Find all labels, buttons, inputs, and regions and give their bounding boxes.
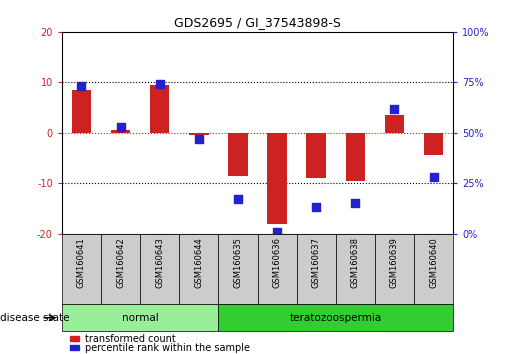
Text: GSM160640: GSM160640 <box>429 237 438 288</box>
Bar <box>375 234 414 304</box>
Bar <box>306 133 326 178</box>
Bar <box>258 234 297 304</box>
Bar <box>189 133 209 135</box>
Text: GSM160638: GSM160638 <box>351 237 360 288</box>
Text: GSM160641: GSM160641 <box>77 237 86 288</box>
Bar <box>111 130 130 133</box>
Text: percentile rank within the sample: percentile rank within the sample <box>85 343 250 353</box>
Bar <box>228 133 248 176</box>
Point <box>195 136 203 142</box>
Text: GSM160637: GSM160637 <box>312 237 321 288</box>
Text: GSM160644: GSM160644 <box>194 237 203 288</box>
Text: normal: normal <box>122 313 159 323</box>
Point <box>116 124 125 130</box>
Bar <box>336 234 375 304</box>
Point <box>351 200 359 206</box>
Bar <box>218 304 453 331</box>
Title: GDS2695 / GI_37543898-S: GDS2695 / GI_37543898-S <box>174 16 341 29</box>
Bar <box>267 133 287 224</box>
Text: disease state: disease state <box>0 313 70 323</box>
Bar <box>62 304 218 331</box>
Text: GSM160635: GSM160635 <box>233 237 243 288</box>
Bar <box>70 336 79 341</box>
Point <box>77 84 85 89</box>
Point <box>156 81 164 87</box>
Bar <box>62 234 101 304</box>
Point <box>312 205 320 210</box>
Bar <box>70 345 79 350</box>
Bar <box>346 133 365 181</box>
Bar <box>179 234 218 304</box>
Text: transformed count: transformed count <box>85 334 176 344</box>
Bar <box>218 234 258 304</box>
Point <box>234 196 242 202</box>
Point <box>273 229 281 234</box>
Text: GSM160643: GSM160643 <box>155 237 164 288</box>
Point <box>390 106 399 112</box>
Bar <box>150 85 169 133</box>
Text: GSM160639: GSM160639 <box>390 237 399 288</box>
Bar <box>424 133 443 155</box>
Bar <box>385 115 404 133</box>
Bar <box>297 234 336 304</box>
Text: GSM160642: GSM160642 <box>116 237 125 288</box>
Point <box>430 174 438 180</box>
Bar <box>101 234 140 304</box>
Text: GSM160636: GSM160636 <box>272 237 282 288</box>
Bar <box>72 90 91 133</box>
Bar <box>414 234 453 304</box>
Text: teratozoospermia: teratozoospermia <box>289 313 382 323</box>
Bar <box>140 234 179 304</box>
